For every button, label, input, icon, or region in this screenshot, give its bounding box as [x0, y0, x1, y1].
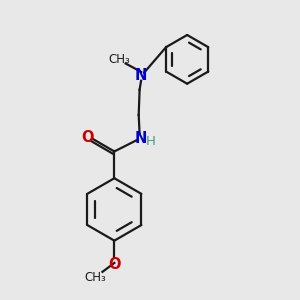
Text: N: N: [135, 68, 147, 83]
Text: O: O: [82, 130, 94, 145]
Text: O: O: [108, 257, 121, 272]
Text: CH₃: CH₃: [85, 271, 106, 284]
Text: N: N: [135, 131, 147, 146]
Text: CH₃: CH₃: [109, 53, 130, 66]
Text: H: H: [146, 135, 155, 148]
